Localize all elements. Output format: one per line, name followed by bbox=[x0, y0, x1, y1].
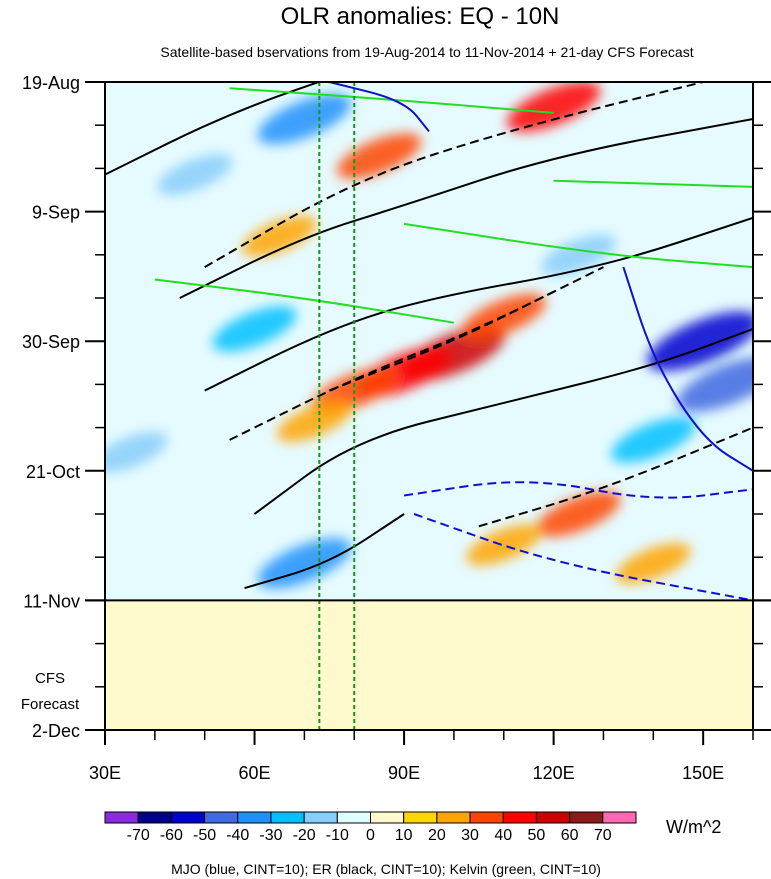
forecast-label-line2: Forecast bbox=[21, 696, 80, 713]
colorbar-label: -70 bbox=[127, 827, 150, 844]
x-tick-label: 120E bbox=[533, 763, 575, 783]
colorbar-label: -40 bbox=[226, 827, 249, 844]
y-tick-label: 9-Sep bbox=[32, 203, 80, 223]
colorbar-swatch bbox=[137, 811, 172, 824]
y-tick-label: 11-Nov bbox=[23, 591, 80, 611]
contour-er-positive bbox=[105, 82, 322, 176]
anomaly-blob bbox=[646, 311, 753, 371]
anomaly-blob bbox=[466, 524, 542, 566]
x-tick-label: 150E bbox=[682, 763, 724, 783]
colorbar-label: -50 bbox=[193, 827, 216, 844]
plot-area bbox=[85, 81, 771, 731]
colorbar-label: 10 bbox=[395, 827, 413, 844]
colorbar-swatch bbox=[204, 811, 239, 824]
colorbar-label: -20 bbox=[293, 827, 316, 844]
contour-er-negative bbox=[328, 290, 555, 392]
colorbar-swatch bbox=[436, 811, 471, 824]
chart-title: OLR anomalies: EQ - 10N bbox=[281, 3, 560, 30]
contour-legend-footer: MJO (blue, CINT=10); ER (black, CINT=10)… bbox=[171, 861, 601, 877]
anomaly-blob bbox=[105, 431, 168, 473]
colorbar-swatch bbox=[237, 811, 272, 824]
x-tick-label: 90E bbox=[388, 763, 420, 783]
colorbar-label: 30 bbox=[461, 827, 479, 844]
forecast-label-line1: CFS bbox=[35, 670, 65, 687]
contour-kelvin bbox=[154, 278, 455, 324]
colorbar-swatch bbox=[535, 811, 571, 824]
x-axis: 30E 60E 90E 120E 150E bbox=[89, 730, 754, 783]
contour-kelvin bbox=[229, 87, 554, 114]
y-tick-label: 19-Aug bbox=[22, 73, 80, 93]
colorbar-label: 50 bbox=[528, 827, 546, 844]
colorbar-swatch bbox=[303, 811, 338, 824]
colorbar-label: -30 bbox=[259, 827, 282, 844]
contour-mjo bbox=[403, 481, 753, 499]
anomaly-blob bbox=[611, 417, 696, 463]
colorbar-swatch bbox=[104, 811, 139, 824]
colorbar-swatch bbox=[602, 811, 637, 824]
colorbar-swatch bbox=[469, 811, 504, 824]
anomaly-blob bbox=[241, 215, 317, 257]
x-tick-label: 60E bbox=[239, 763, 271, 783]
colorbar-swatch bbox=[170, 811, 206, 824]
colorbar-label: 0 bbox=[366, 827, 375, 844]
colorbar-swatch bbox=[403, 811, 438, 824]
contour-kelvin bbox=[403, 222, 753, 269]
contour-er-negative bbox=[204, 82, 704, 268]
colorbar-swatch bbox=[270, 811, 305, 824]
colorbar-label: 40 bbox=[494, 827, 512, 844]
contour-er-positive bbox=[179, 118, 753, 299]
colorbar: -70 -60 -50 -40 -30 -20 -10 0 10 20 30 40 50 60 70 bbox=[104, 811, 637, 844]
contour-er-positive bbox=[204, 216, 753, 392]
colorbar-label: 20 bbox=[428, 827, 446, 844]
colorbar-label: 70 bbox=[594, 827, 612, 844]
anomaly-blob bbox=[257, 93, 352, 145]
contour-kelvin bbox=[553, 179, 753, 188]
anomaly-blob bbox=[157, 154, 233, 196]
y-tick-label: 30-Sep bbox=[22, 332, 80, 352]
plot-frame bbox=[104, 81, 754, 731]
anomaly-blob bbox=[276, 400, 352, 442]
x-tick-label: 30E bbox=[89, 763, 121, 783]
y-tick-label: 2-Dec bbox=[32, 721, 80, 741]
y-tick-label: 21-Oct bbox=[26, 462, 80, 482]
colorbar-swatch bbox=[370, 811, 405, 824]
anomaly-blob bbox=[257, 538, 352, 589]
colorbar-swatch bbox=[336, 811, 371, 824]
chart-subtitle: Satellite-based bservations from 19-Aug-… bbox=[160, 44, 693, 60]
colorbar-label: -10 bbox=[326, 827, 349, 844]
anomaly-blob bbox=[541, 234, 617, 276]
colorbar-label: -60 bbox=[160, 827, 183, 844]
anomaly-blob bbox=[336, 133, 422, 179]
contour-mjo bbox=[413, 513, 753, 602]
contour-er-negative bbox=[229, 266, 604, 441]
colorbar-swatch bbox=[569, 811, 604, 824]
y-axis: 19-Aug 9-Sep 30-Sep 21-Oct 11-Nov 2-Dec bbox=[22, 73, 771, 741]
contour-er-positive bbox=[244, 513, 405, 590]
anomaly-blob bbox=[212, 306, 297, 352]
anomaly-blob bbox=[506, 82, 601, 132]
colorbar-label: 60 bbox=[561, 827, 579, 844]
anomaly-blob bbox=[676, 356, 753, 412]
colorbar-unit: W/m^2 bbox=[666, 817, 721, 837]
anomaly-blob bbox=[536, 491, 621, 537]
contour-mjo bbox=[622, 266, 753, 472]
contour-er-positive bbox=[253, 327, 753, 515]
colorbar-swatch bbox=[502, 811, 537, 824]
anomaly-blob bbox=[615, 542, 691, 584]
